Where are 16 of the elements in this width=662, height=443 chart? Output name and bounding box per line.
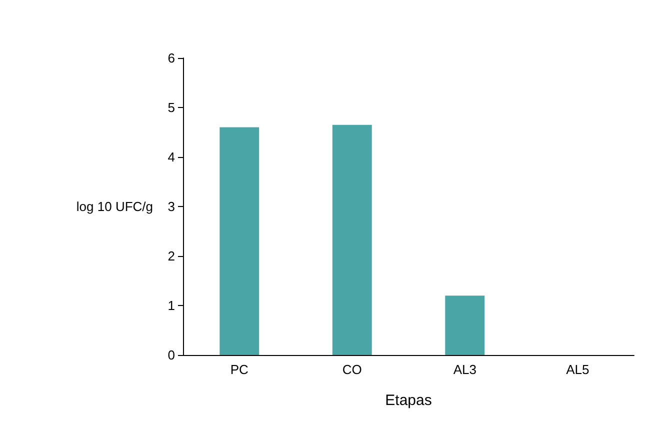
- y-tick-label: 6: [168, 50, 175, 66]
- y-tick-label: 4: [168, 150, 175, 164]
- y-tick-label: 1: [168, 298, 175, 313]
- x-axis-title: Etapas: [385, 392, 432, 409]
- y-axis-title: log 10 UFC/g: [76, 199, 153, 214]
- x-tick-label: AL5: [566, 362, 590, 377]
- bar: [445, 296, 485, 355]
- bar: [332, 124, 372, 355]
- bar: [220, 127, 260, 355]
- y-tick-label: 3: [168, 199, 175, 214]
- x-tick-label: PC: [230, 362, 248, 377]
- y-tick-label: 2: [168, 248, 175, 264]
- y-tick-label: 5: [168, 100, 175, 115]
- y-tick-label: 0: [168, 348, 175, 362]
- x-tick-label: CO: [342, 362, 362, 377]
- x-tick-label: AL3: [453, 362, 476, 377]
